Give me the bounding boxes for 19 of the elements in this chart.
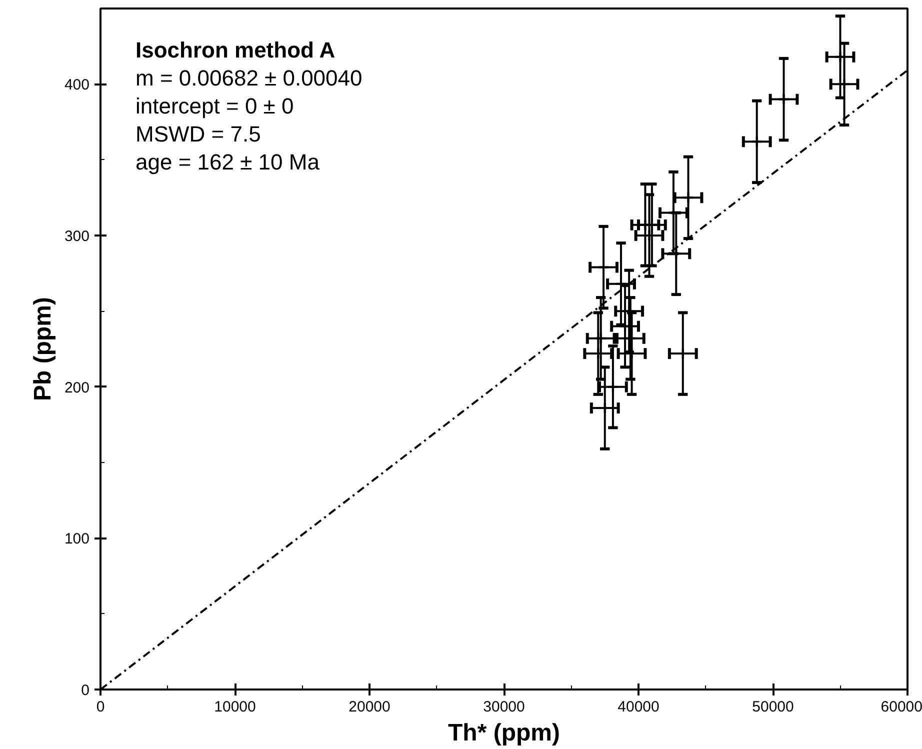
y-tick-label: 200 [64,379,90,396]
y-tick-label: 0 [81,682,90,699]
x-tick-label: 30000 [483,698,525,716]
y-tick-label: 100 [64,530,90,548]
x-tick-label: 20000 [348,698,390,716]
annotation: intercept = 0 ± 0 [136,94,294,118]
annotation: age = 162 ± 10 Ma [136,150,320,174]
x-tick-label: 10000 [214,698,256,716]
y-axis-title: Pb (ppm) [29,297,56,401]
annotation: m = 0.00682 ± 0.00040 [136,66,362,90]
x-tick-label: 0 [96,698,105,716]
x-tick-label: 40000 [618,698,660,716]
x-tick-label: 50000 [752,698,794,716]
x-axis-title: Th* (ppm) [448,720,560,746]
x-tick-label: 60000 [880,698,922,716]
y-tick-label: 300 [64,228,90,245]
annotation: MSWD = 7.5 [136,122,261,146]
y-tick-label: 400 [64,76,90,94]
annotation: Isochron method A [136,38,336,62]
